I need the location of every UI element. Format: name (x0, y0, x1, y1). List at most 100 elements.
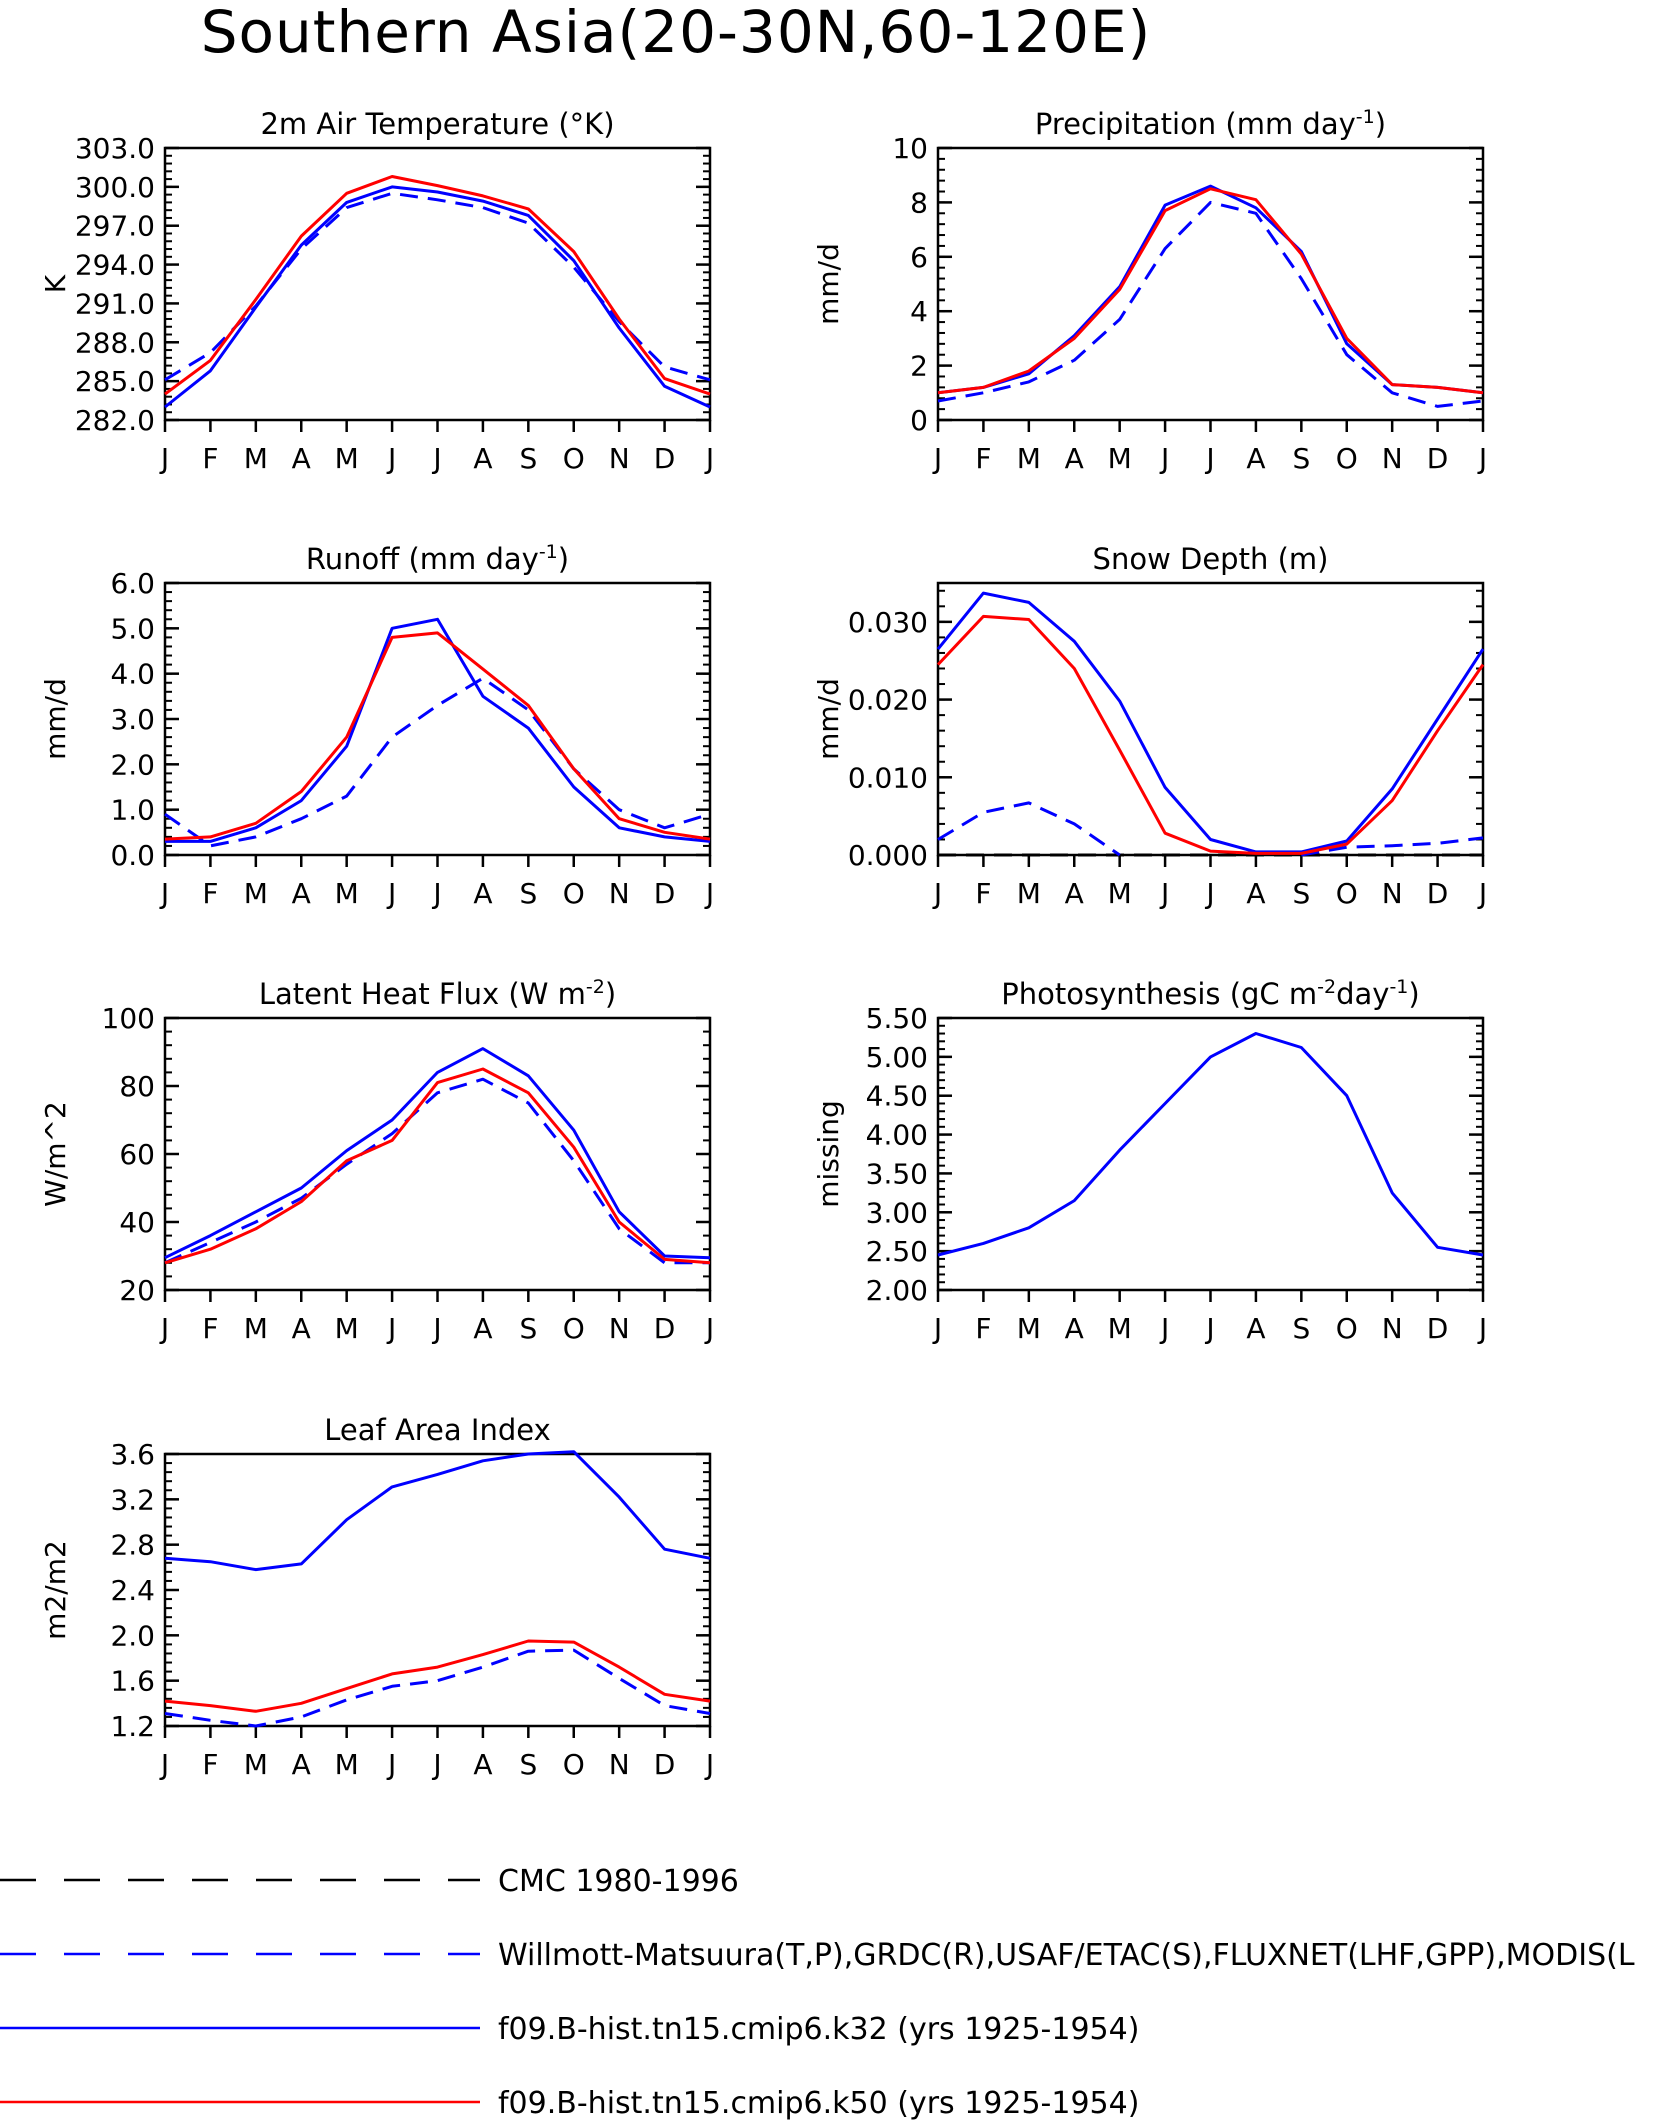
y-axis-label: missing (812, 1100, 845, 1208)
x-tick-label: J (1477, 1312, 1487, 1345)
x-tick-label: J (1204, 877, 1214, 910)
x-tick-label: J (1204, 442, 1214, 475)
chart-panel-7: Leaf Area Index m2/m2 1.2 1.6 2.0 2.4 2.8 3.2 3.… (39, 1413, 714, 1781)
x-tick-label: A (1246, 442, 1265, 475)
y-tick-label: 0.0 (110, 839, 155, 872)
series-line-obs (164, 1648, 711, 1728)
x-tick-label: A (473, 442, 492, 475)
x-tick-label: O (563, 442, 585, 475)
x-tick-label: A (1246, 877, 1265, 910)
series-line-k32 (936, 591, 1485, 854)
series-line-obs (164, 1077, 710, 1265)
series-line-k50 (164, 1639, 711, 1713)
y-axis-label: W/m^2 (39, 1101, 72, 1207)
x-tick-label: J (431, 1312, 441, 1345)
x-tick-label: D (1427, 877, 1449, 910)
legend-label-cmc: CMC 1980-1996 (498, 1864, 739, 1899)
y-tick-label: 288.0 (75, 326, 155, 359)
y-tick-label: 1.0 (110, 794, 155, 827)
x-tick-label: J (431, 877, 441, 910)
y-tick-label: 100 (102, 1002, 155, 1035)
series-line-k32 (164, 1450, 711, 1572)
legend-label-k50: f09.B-hist.tn15.cmip6.k50 (yrs 1925-1954… (498, 2086, 1139, 2121)
y-tick-label: 0.000 (848, 839, 928, 872)
y-tick-label: 2 (910, 350, 928, 383)
x-tick-label: F (975, 442, 991, 475)
x-tick-label: F (975, 877, 991, 910)
y-axis-label: mm/d (812, 678, 845, 760)
x-tick-label: D (654, 877, 676, 910)
x-tick-label: M (244, 1312, 268, 1345)
panel-title: Snow Depth (m) (1093, 542, 1329, 576)
x-tick-label: J (431, 1748, 441, 1781)
y-tick-label: 4.0 (110, 658, 155, 691)
x-tick-label: A (473, 1312, 492, 1345)
panel-title: Runoff (mm day-1) (306, 541, 569, 576)
x-tick-label: J (1477, 442, 1487, 475)
legend-label-k32: f09.B-hist.tn15.cmip6.k32 (yrs 1925-1954… (498, 2012, 1139, 2047)
y-tick-label: 2.00 (866, 1274, 928, 1307)
x-tick-label: M (1017, 442, 1041, 475)
y-tick-label: 2.50 (866, 1235, 928, 1268)
x-tick-label: J (386, 442, 396, 475)
y-tick-label: 291.0 (75, 287, 155, 320)
x-tick-label: D (1427, 1312, 1449, 1345)
series-line-k32 (165, 617, 711, 843)
x-tick-label: J (1159, 1312, 1169, 1345)
y-tick-label: 0 (910, 404, 928, 437)
y-tick-label: 297.0 (75, 210, 155, 243)
x-tick-label: J (1204, 1312, 1214, 1345)
series-line-k32 (937, 184, 1484, 395)
x-tick-label: M (1108, 877, 1132, 910)
series-line-obs (164, 191, 711, 382)
x-tick-label: M (335, 442, 359, 475)
y-tick-label: 2.4 (110, 1574, 155, 1607)
y-tick-label: 8 (910, 186, 928, 219)
x-tick-label: M (244, 1748, 268, 1781)
y-tick-label: 20 (119, 1274, 155, 1307)
y-tick-label: 6.0 (110, 567, 155, 600)
figure-title: Southern Asia(20-30N,60-120E) (201, 0, 1152, 66)
y-tick-label: 285.0 (75, 365, 155, 398)
x-tick-label: O (563, 1312, 585, 1345)
plot-frame (163, 146, 712, 422)
y-tick-label: 40 (119, 1206, 155, 1239)
series-line-k50 (164, 631, 711, 841)
y-tick-label: 1.2 (110, 1710, 155, 1743)
x-tick-label: A (292, 877, 311, 910)
panel-title: Leaf Area Index (324, 1413, 550, 1447)
y-tick-label: 3.50 (866, 1157, 928, 1190)
plot-frame (163, 581, 712, 857)
y-axis-label: m2/m2 (39, 1540, 72, 1640)
series-line-k50 (936, 614, 1485, 855)
y-tick-label: 5.50 (866, 1002, 928, 1035)
x-tick-label: D (1427, 442, 1449, 475)
y-axis-label: mm/d (812, 243, 845, 325)
y-tick-label: 3.6 (110, 1438, 155, 1471)
series-line-k32 (164, 185, 711, 409)
x-tick-label: A (473, 1748, 492, 1781)
x-tick-label: J (159, 442, 169, 475)
plot-frame (163, 1016, 712, 1292)
y-tick-label: 2.0 (110, 748, 155, 781)
x-tick-label: A (1065, 1312, 1084, 1345)
y-tick-label: 3.00 (866, 1196, 928, 1229)
panel-title: Latent Heat Flux (W m-2) (259, 976, 616, 1011)
x-tick-label: F (975, 1312, 991, 1345)
y-tick-label: 6 (910, 241, 928, 274)
x-tick-label: J (1159, 877, 1169, 910)
y-tick-label: 282.0 (75, 404, 155, 437)
y-tick-label: 303.0 (75, 132, 155, 165)
legend-label-obs: Willmott-Matsuura(T,P),GRDC(R),USAF/ETAC… (498, 1938, 1635, 1973)
x-tick-label: J (431, 442, 441, 475)
x-tick-label: S (519, 877, 537, 910)
series-line-obs (164, 676, 711, 848)
x-tick-label: S (1292, 1312, 1310, 1345)
x-tick-label: J (159, 877, 169, 910)
legend: CMC 1980-1996 Willmott-Matsuura(T,P),GRDC… (0, 1864, 1635, 2121)
series-line-k50 (164, 175, 711, 396)
x-tick-label: M (1108, 442, 1132, 475)
x-tick-label: J (1477, 877, 1487, 910)
series-line-k32 (164, 1047, 711, 1260)
x-tick-label: J (386, 877, 396, 910)
